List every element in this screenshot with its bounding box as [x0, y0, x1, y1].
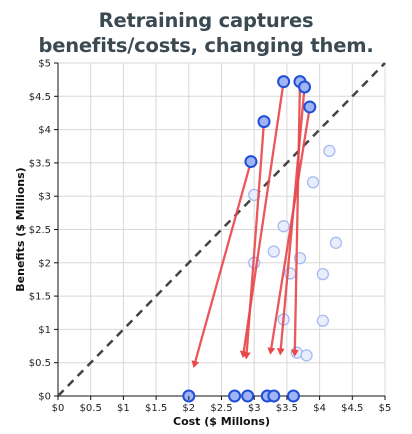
y-tick-label: $5 — [38, 59, 51, 70]
solid-points-series — [182, 75, 317, 403]
chart-title-line-1: Retraining captures — [98, 9, 314, 32]
y-tick-label: $3 — [38, 192, 51, 203]
diagonal-reference-line — [57, 62, 386, 397]
solid-point — [241, 389, 255, 403]
x-tick-label: $5 — [379, 403, 392, 414]
y-tick-label: $0 — [38, 392, 51, 403]
y-axis-label: Benefits ($ Millions) — [14, 167, 27, 291]
y-tick-label: $1 — [38, 325, 51, 336]
x-tick-label: $0 — [52, 403, 65, 414]
chart-title: Retraining captures benefits/costs, chan… — [0, 8, 412, 58]
solid-point — [303, 100, 317, 114]
faded-point — [323, 144, 336, 158]
x-tick-label: $4.5 — [341, 403, 363, 414]
x-axis-label: Cost ($ Millons) — [173, 415, 270, 428]
solid-point — [244, 155, 258, 169]
x-tick-label: $2.5 — [210, 403, 232, 414]
solid-point — [286, 389, 300, 403]
solid-point — [267, 389, 281, 403]
faded-point — [329, 236, 343, 249]
solid-point — [257, 115, 271, 129]
arrows-group — [191, 81, 311, 368]
faded-point — [248, 188, 261, 202]
diagonal-line — [57, 62, 386, 397]
solid-point — [277, 75, 291, 89]
arrow — [290, 81, 302, 357]
arrow — [191, 161, 253, 368]
faded-point — [316, 314, 330, 327]
x-tick-label: $3 — [248, 403, 261, 414]
x-tick-label: $2 — [182, 403, 195, 414]
solid-point — [298, 80, 312, 94]
x-tick-label: $3.5 — [276, 403, 298, 414]
x-tick-label: $4 — [313, 403, 326, 414]
faded-point — [267, 245, 280, 258]
x-tick-label: $1 — [117, 403, 130, 414]
grid-lines — [57, 62, 386, 397]
faded-point — [316, 267, 330, 281]
x-tick-label: $0.5 — [80, 403, 102, 414]
y-tick-label: $3.5 — [29, 158, 51, 169]
axis-ticks: $0 $0.5 $1 $1.5 $2 $2.5 $3 $3.5 $4 $4.5 $5 $0 $0.5 $1… — [29, 59, 392, 415]
arrow — [239, 81, 285, 359]
arrow — [267, 106, 311, 355]
y-tick-label: $4.5 — [29, 92, 51, 103]
y-tick-label: $1.5 — [29, 292, 51, 303]
y-tick-label: $2.5 — [29, 225, 51, 236]
faded-point — [300, 349, 313, 362]
solid-point — [228, 389, 242, 403]
chart-title-line-2: benefits/costs, changing them. — [38, 34, 374, 57]
x-tick-label: $1.5 — [145, 403, 167, 414]
y-tick-label: $4 — [38, 125, 51, 136]
y-tick-label: $0.5 — [29, 358, 51, 369]
faded-point — [277, 220, 290, 233]
faded-point — [306, 176, 320, 189]
y-tick-label: $2 — [38, 258, 51, 269]
